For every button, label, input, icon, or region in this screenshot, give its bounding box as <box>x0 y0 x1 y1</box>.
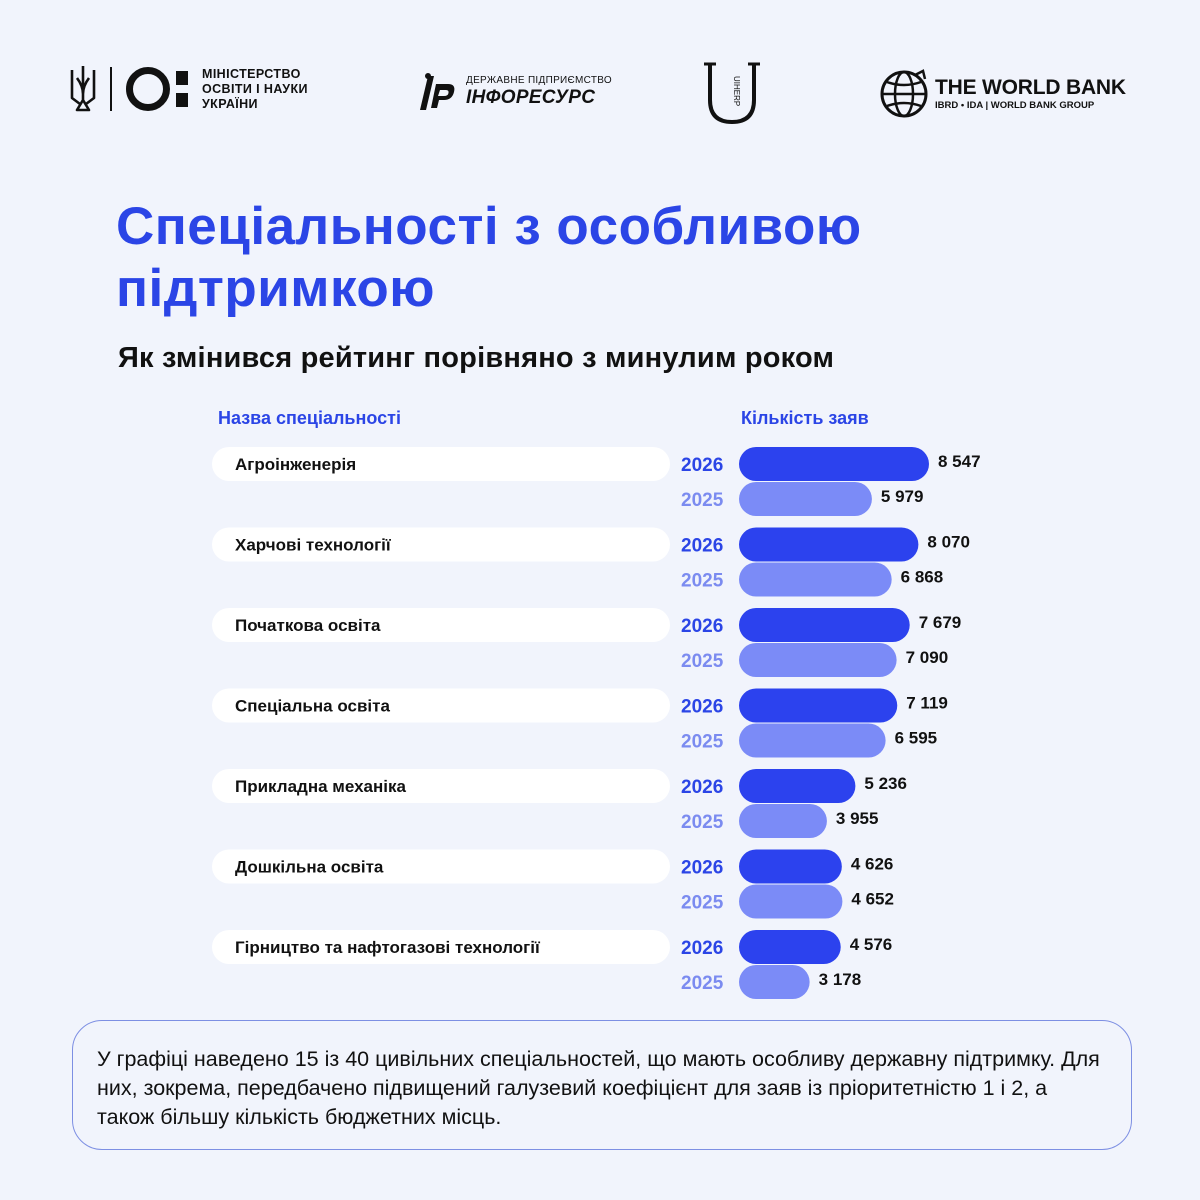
year-label: 2025 <box>681 973 724 994</box>
value-label: 6 868 <box>901 568 944 587</box>
bar-2025 <box>739 562 892 597</box>
category-label: Початкова освіта <box>235 616 381 635</box>
value-label: 3 955 <box>836 809 879 828</box>
logo-divider <box>110 67 112 111</box>
category-pill <box>212 688 670 723</box>
category-label: Харчові технології <box>235 536 392 555</box>
year-label: 2025 <box>681 893 724 914</box>
bar-2025 <box>739 482 872 516</box>
uiherp-u-icon: UIHERP <box>704 62 760 125</box>
value-label: 7 679 <box>919 613 962 632</box>
year-label: 2025 <box>681 812 724 833</box>
category-label: Спеціальна освіта <box>235 697 390 716</box>
moe-mark-icon <box>126 67 188 111</box>
category-pill <box>212 527 670 562</box>
bar-2026 <box>739 688 898 723</box>
bar-2026 <box>739 608 910 642</box>
category-pill <box>212 447 670 481</box>
bar-2025 <box>739 804 827 838</box>
value-label: 5 236 <box>864 774 907 793</box>
value-label: 7 090 <box>906 648 949 667</box>
page-title: Спеціальності з особливою підтримкою <box>116 197 862 318</box>
category-pill <box>212 608 670 642</box>
year-label: 2025 <box>681 651 724 672</box>
value-label: 4 576 <box>850 935 893 954</box>
value-label: 3 178 <box>819 970 862 989</box>
bar-2026 <box>739 527 919 562</box>
bar-chart: Агроінженерія 2026 8 547 2025 5 979 Харчові т… <box>212 447 981 999</box>
bar-2026 <box>739 849 842 884</box>
category-label: Гірництво та нафтогазові технології <box>235 938 541 957</box>
page-subtitle: Як змінився рейтинг порівняно з минулим … <box>118 342 835 374</box>
year-label: 2026 <box>681 536 723 557</box>
bar-2025 <box>739 723 886 758</box>
logo-bar: МІНІСТЕРСТВО ОСВІТИ І НАУКИ УКРАЇНИ ДЕРЖ… <box>0 0 1200 150</box>
year-label: 2025 <box>681 571 724 592</box>
column-header-name: Назва спеціальності <box>218 408 401 428</box>
category-pill <box>212 849 670 884</box>
bar-2025 <box>739 884 843 919</box>
category-label: Агроінженерія <box>235 455 356 474</box>
value-label: 5 979 <box>881 487 924 506</box>
ministry-name: МІНІСТЕРСТВО ОСВІТИ І НАУКИ УКРАЇНИ <box>202 66 308 111</box>
value-label: 6 595 <box>895 729 938 748</box>
year-label: 2026 <box>681 777 723 798</box>
year-label: 2026 <box>681 938 723 959</box>
value-label: 4 652 <box>851 890 894 909</box>
year-label: 2026 <box>681 697 723 718</box>
worldbank-title: THE WORLD BANK <box>935 76 1126 99</box>
value-label: 7 119 <box>906 694 948 713</box>
category-label: Дошкільна освіта <box>235 858 384 877</box>
category-pill <box>212 930 670 964</box>
worldbank-subtitle: IBRD • IDA | WORLD BANK GROUP <box>935 100 1095 111</box>
globe-icon <box>880 69 928 118</box>
bar-2026 <box>739 769 856 803</box>
info-note: У графіці наведено 15 із 40 цивільних сп… <box>72 1020 1132 1150</box>
ministry-logo: МІНІСТЕРСТВО ОСВІТИ І НАУКИ УКРАЇНИ <box>68 64 308 114</box>
bar-2025 <box>739 965 810 999</box>
svg-text:UIHERP: UIHERP <box>732 76 741 106</box>
worldbank-logo: THE WORLD BANK IBRD • IDA | WORLD BANK G… <box>879 69 1126 119</box>
inforesurs-name: ІНФОРЕСУРС <box>466 87 596 108</box>
category-pill <box>212 769 670 803</box>
category-label: Прикладна механіка <box>235 777 406 796</box>
year-label: 2026 <box>681 858 723 879</box>
bar-2026 <box>739 930 841 964</box>
value-label: 8 547 <box>938 452 981 471</box>
bar-2025 <box>739 643 897 677</box>
bar-2026 <box>739 447 929 481</box>
year-label: 2026 <box>681 616 723 637</box>
inforesurs-logo: ДЕРЖАВНЕ ПІДПРИЄМСТВО ІНФОРЕСУРС <box>418 72 612 112</box>
inforesurs-mark-icon <box>420 73 455 110</box>
uiherp-logo: UIHERP <box>704 60 760 126</box>
inforesurs-caption: ДЕРЖАВНЕ ПІДПРИЄМСТВО <box>466 75 612 86</box>
year-label: 2025 <box>681 732 724 753</box>
year-label: 2026 <box>681 455 723 476</box>
value-label: 8 070 <box>927 533 970 552</box>
year-label: 2025 <box>681 490 724 511</box>
value-label: 4 626 <box>851 855 894 874</box>
trident-icon <box>70 66 96 112</box>
column-header-count: Кількість заяв <box>741 408 869 428</box>
